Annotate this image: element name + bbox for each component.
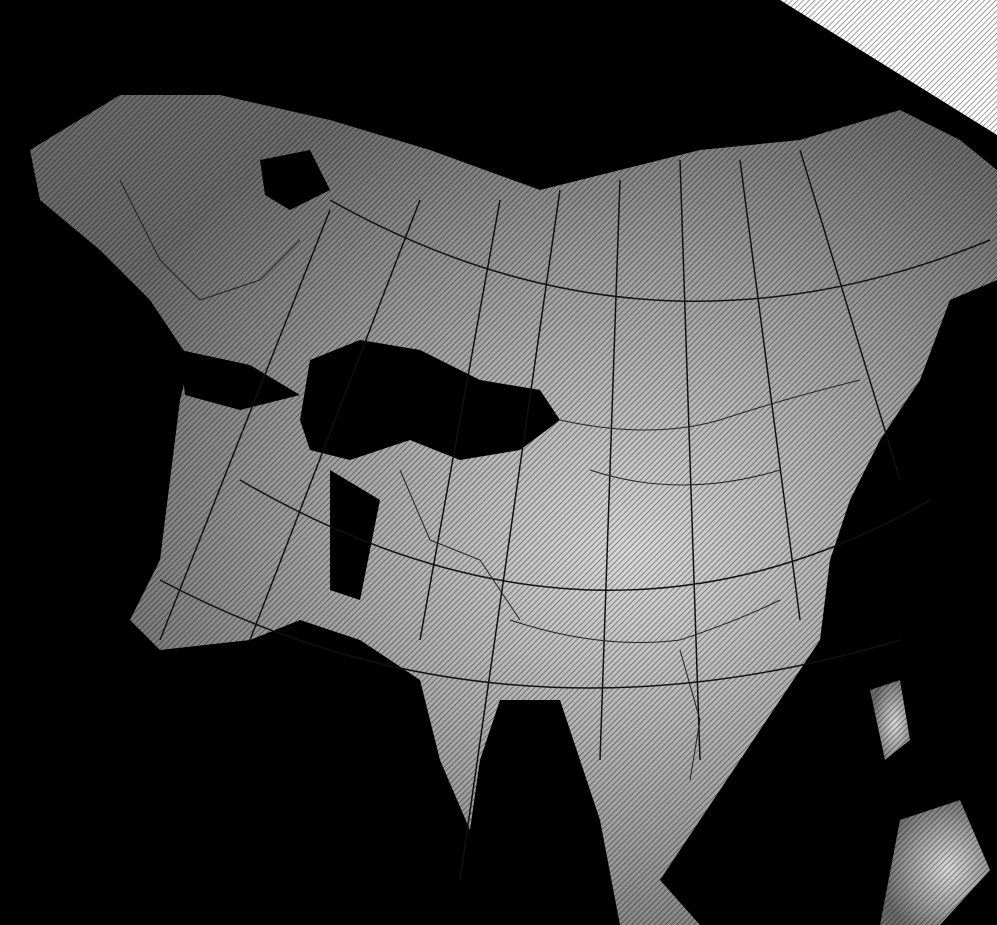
meridian (739, 159, 801, 621)
border (399, 469, 521, 621)
meridian (159, 209, 331, 641)
meridian (679, 159, 701, 761)
parallel (159, 579, 901, 689)
parallel (329, 199, 991, 302)
meridian (249, 199, 421, 641)
border (509, 599, 781, 643)
border (119, 179, 301, 301)
meridian (799, 149, 901, 481)
graticule (159, 149, 991, 881)
borders (119, 179, 861, 781)
parallel (239, 479, 931, 591)
meridian (419, 199, 501, 641)
border (589, 469, 781, 486)
border (559, 379, 861, 431)
meridian (599, 179, 621, 761)
border (679, 649, 701, 781)
meridian (459, 189, 561, 881)
